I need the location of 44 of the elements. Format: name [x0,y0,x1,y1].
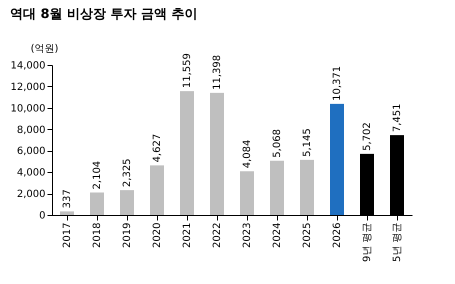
x-tick-label: 2020 [152,222,163,248]
bar [150,165,164,215]
x-tick-label: 2021 [182,222,193,248]
bar [210,92,224,215]
bar [240,171,254,215]
y-tick-label: 0 [39,210,46,222]
data-label: 5,702 [362,122,373,151]
bar [180,91,194,215]
bar [120,190,134,215]
data-label: 337 [62,189,73,208]
y-tick-label: 6,000 [16,146,46,158]
data-label: 5,145 [302,128,313,157]
x-tick-label: 2024 [272,222,283,248]
y-tick-label: 2,000 [16,189,46,200]
x-tick-label: 2017 [62,222,73,248]
data-label: 2,104 [92,160,103,190]
x-tick-label: 2018 [92,222,103,248]
data-label: 7,451 [392,104,403,132]
x-tick-label: 2023 [242,222,253,248]
data-label: 11,559 [182,53,193,88]
y-tick-label: 4,000 [16,168,46,179]
x-tick-label: 2019 [122,222,133,248]
x-tick-label: 2026 [332,222,343,248]
x-tick-label: 9년 평균 [362,222,373,262]
data-label: 4,627 [152,134,163,162]
y-axis-title: (억원) [30,44,58,54]
y-tick-label: 12,000 [10,82,46,93]
data-label: 2,325 [122,158,133,188]
bar [270,160,284,215]
chart-title: 역대 8월 비상장 투자 금액 추이 [10,7,198,22]
data-label: 5,068 [272,129,283,158]
bar [60,211,74,215]
data-label: 4,084 [242,140,253,168]
data-label: 11,398 [212,54,223,90]
bar [90,192,104,215]
bar [300,160,314,215]
x-tick-label: 2025 [302,222,313,248]
x-tick-label: 2022 [212,222,223,248]
bar [330,104,344,215]
data-label: 10,371 [332,66,343,101]
y-tick-label: 8,000 [16,124,46,136]
x-tick-label: 5년 평균 [392,222,403,262]
y-tick-label: 10,000 [10,103,46,114]
y-tick-label: 14,000 [10,60,46,72]
